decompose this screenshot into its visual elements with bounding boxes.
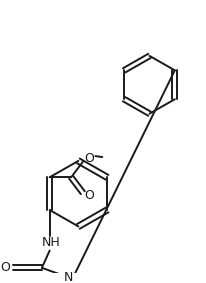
Text: O: O (84, 189, 94, 202)
Text: N: N (63, 271, 73, 283)
Text: NH: NH (42, 236, 61, 249)
Text: O: O (0, 261, 10, 274)
Text: O: O (84, 151, 94, 164)
